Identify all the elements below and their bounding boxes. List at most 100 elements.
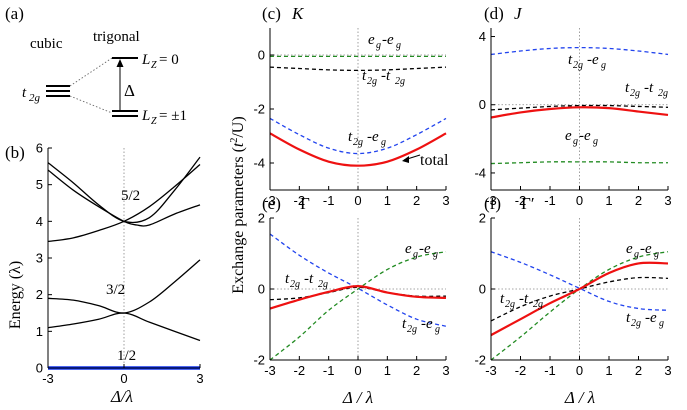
svg-text:2g: 2g (318, 279, 328, 290)
svg-text:-t: -t (644, 80, 654, 96)
svg-text:t: t (285, 271, 290, 287)
svg-text:g: g (573, 136, 578, 147)
series-f-total (490, 261, 669, 337)
svg-text:g: g (396, 40, 401, 51)
svg-text:g: g (593, 136, 598, 147)
ytick-label-c: 0 (258, 48, 265, 63)
svg-text:-t: -t (381, 68, 391, 84)
svg-text:-t: -t (519, 291, 529, 307)
xtick-label-c: 2 (413, 193, 420, 208)
svg-text:g: g (659, 318, 664, 329)
panel-c: (c) K -3 -2 -1 0 1 2 3 -4 -2 0 e g -e g t 2g -t 2… (253, 4, 449, 208)
panel-a-schematic: (a) cubic trigonal t 2g Δ L Z = 0 L Z (5, 4, 187, 127)
ytick-label-d: 0 (479, 97, 486, 112)
panel-d-label: (d) (484, 4, 504, 23)
svg-text:g: g (634, 249, 639, 260)
total-pointer-head (402, 156, 409, 163)
svg-text:= 0: = 0 (159, 52, 179, 68)
ytick-label-b: 2 (36, 287, 43, 302)
series-d-eg-eg (490, 161, 669, 165)
ytick-label-d: 4 (479, 29, 486, 44)
annot-f-te: t 2g -e g (626, 310, 664, 329)
xtick-label-f: 2 (635, 363, 642, 378)
annot-e-ee: e g -e g (405, 241, 438, 260)
panel-b-label: (b) (5, 143, 25, 162)
svg-text:2g: 2g (505, 299, 515, 310)
delta-label: Δ (124, 81, 135, 100)
svg-text:t: t (626, 310, 631, 326)
ytick-label-e: 0 (258, 282, 265, 297)
svg-text:-e: -e (640, 241, 652, 257)
series-d-total (490, 106, 669, 119)
shared-ylabel: Exchange parameters (t2/U) (229, 116, 247, 293)
annot-e-te: t 2g -e g (402, 316, 440, 335)
ytick-label-e: -2 (253, 353, 265, 368)
annot-d-te: t 2g -e g (568, 52, 606, 71)
svg-text:2g: 2g (630, 88, 640, 99)
svg-text:g: g (601, 60, 606, 71)
xtick-label-d: -1 (544, 193, 556, 208)
svg-text:-t: -t (304, 271, 314, 287)
series-c-t2g-t2g (269, 66, 447, 72)
svg-text:t: t (500, 291, 505, 307)
svg-text:t: t (348, 129, 353, 145)
xtick-label-e: -3 (264, 363, 276, 378)
svg-text:-e: -e (419, 241, 431, 257)
panel-c-plot: -3 -2 -1 0 1 2 3 -4 -2 0 (253, 28, 450, 208)
xtick-label-d: 2 (635, 193, 642, 208)
cubic-levels (46, 85, 70, 97)
svg-text:-e: -e (645, 310, 657, 326)
svg-text:L: L (141, 52, 150, 68)
xtick-label-d: 3 (664, 193, 671, 208)
annot-c-total: total (420, 152, 449, 169)
annot-1-2: 1/2 (117, 348, 136, 364)
panel-f: (f) Γ′ -3 -2 -1 0 1 2 3-202 e g -e g t 2g -t 2… (474, 194, 671, 407)
delta-arrow (116, 59, 124, 110)
panel-f-xlabel: Δ / λ (564, 388, 595, 407)
svg-text:g: g (433, 249, 438, 260)
panel-d: (d) J -3 -2 -1 0 1 2 3 -4 0 4 t 2g -e g t 2g -t 2… (474, 4, 671, 208)
annot-d-ee: e g -e g (565, 128, 598, 147)
svg-text:2g: 2g (367, 76, 377, 87)
svg-text:2g: 2g (658, 88, 668, 99)
xtick-label-f: -1 (544, 363, 556, 378)
svg-text:Exchange parameters (t2/U): Exchange parameters (t2/U) (229, 116, 247, 293)
svg-text:g: g (435, 324, 440, 335)
svg-text:-e: -e (587, 52, 599, 68)
annot-3-2: 3/2 (106, 282, 125, 298)
series-e-total (269, 285, 447, 310)
ytick-label-f: 2 (479, 211, 486, 226)
xtick-label-e: 2 (413, 363, 420, 378)
lz0-label: L Z = 0 (141, 52, 179, 71)
xtick-label-e: 3 (442, 363, 449, 378)
xtick-label-c: -3 (264, 193, 276, 208)
svg-text:-e: -e (367, 129, 379, 145)
xtick-label-c: -2 (294, 193, 306, 208)
svg-text:Z: Z (151, 60, 157, 71)
svg-text:-e: -e (421, 316, 433, 332)
xtick-label-c: -1 (323, 193, 335, 208)
xtick-label-e: -2 (294, 363, 306, 378)
panel-f-label: (f) (484, 194, 501, 213)
svg-text:e: e (626, 241, 633, 257)
svg-text:2g: 2g (395, 76, 405, 87)
panel-d-title: J (514, 4, 523, 23)
xtick-label-d: -3 (485, 193, 497, 208)
panel-f-plot: -3 -2 -1 0 1 2 3-202 (474, 211, 671, 379)
panel-c-label: (c) (262, 4, 281, 23)
panel-e-label: (e) (262, 194, 281, 213)
annot-c-tt: t 2g -t 2g (362, 68, 405, 87)
series-d-t2g-t2g (490, 104, 669, 111)
connector-lower (69, 95, 113, 114)
ytick-label-b: 6 (36, 141, 43, 156)
xtick-label-e: 0 (354, 363, 361, 378)
xtick-label-c: 0 (354, 193, 361, 208)
svg-text:e: e (368, 32, 375, 48)
xtick-label-f: -2 (515, 363, 527, 378)
xtick-label-b: -3 (42, 371, 54, 386)
xtick-label-c: 3 (442, 193, 449, 208)
xtick-label-c: 1 (384, 193, 391, 208)
ytick-label-b: 0 (36, 361, 43, 376)
